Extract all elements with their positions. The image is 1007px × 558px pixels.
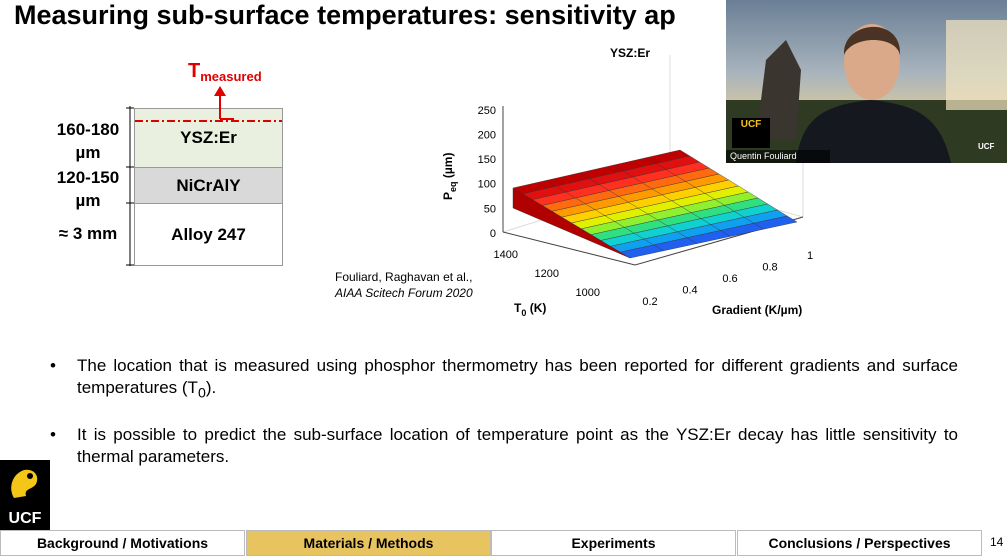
citation-venue: AIAA Scitech Forum 2020 [335, 286, 473, 300]
z-label-unit: (µm) [441, 153, 455, 182]
z-label-main: P [441, 192, 455, 200]
logo-text: UCF [8, 510, 42, 527]
layer: Alloy 247 [134, 203, 283, 266]
z-tick-label: 150 [478, 154, 496, 166]
page-number: 14 [990, 535, 1004, 549]
video-badge: UCF [732, 118, 770, 148]
citation: Fouliard, Raghavan et al., AIAA Scitech … [335, 269, 473, 301]
t-tick-label: 1400 [494, 249, 518, 261]
nav-tab[interactable]: Background / Motivations [0, 530, 245, 556]
marker-sub: measured [200, 69, 262, 85]
g-axis-label: Gradient (K/µm) [712, 303, 802, 317]
z-tick-label: 0 [490, 228, 496, 240]
t-tick-label: 1200 [535, 268, 559, 280]
nav-tab[interactable]: Conclusions / Perspectives [737, 530, 982, 556]
layer-thickness: ≈ 3 mm [58, 224, 118, 243]
bullet-tail: ). [205, 378, 217, 397]
g-tick-label: 0.2 [642, 296, 657, 308]
bullet-text: The location that is measured using phos… [77, 356, 958, 397]
surface-grid [646, 157, 764, 230]
t-axis-label: T0 (K) [514, 301, 546, 318]
diagram-lines [126, 86, 282, 266]
t-label-main: T [514, 301, 522, 315]
slide-title: Measuring sub-surface temperatures: sens… [14, 0, 676, 30]
bullet: • The location that is measured using pho… [50, 356, 958, 402]
marker-main: T [188, 60, 201, 82]
t-label-unit: (K) [526, 301, 546, 315]
video-corner: UCF [978, 142, 995, 151]
z-tick-label: 100 [478, 179, 496, 191]
surface-grid [613, 165, 731, 237]
video-feed: UCF Quentin Fouliard UCF [726, 0, 1007, 163]
g-tick-label: 0.4 [682, 284, 697, 296]
layer-thickness: 160-180 µm [56, 120, 120, 162]
z-tick-label: 250 [478, 105, 496, 117]
z-axis-label: Peq (µm) [441, 153, 458, 200]
bullet-sub: 0 [197, 385, 206, 402]
plot-title: YSZ:Er [610, 46, 650, 60]
z-tick-label: 200 [478, 130, 496, 142]
surface-plot: YSZ:Er Peq (µm) T0 (K) Gradient (K/µm) 2… [441, 46, 813, 318]
surface-grid [546, 180, 664, 251]
t-tick-label: 1000 [576, 287, 600, 299]
video-name: Quentin Fouliard [726, 150, 830, 163]
t-label-sub: 0 [521, 308, 526, 318]
g-tick-label: 1 [807, 250, 813, 262]
layer-thickness: 120-150 µm [56, 168, 120, 210]
g-tick-label: 0.6 [722, 273, 737, 285]
citation-authors: Fouliard, Raghavan et al., [335, 270, 473, 284]
marker-label: Tmeasured [188, 60, 262, 84]
logo-icon [11, 469, 38, 498]
nav-tab[interactable]: Materials / Methods [246, 530, 491, 556]
surface-grid [579, 172, 697, 244]
g-tick-label: 0.8 [762, 261, 777, 273]
bullet: • It is possible to predict the sub-surfa… [50, 425, 958, 466]
z-tick-label: 50 [484, 203, 496, 215]
bullet-text: It is possible to predict the sub-surfac… [77, 425, 958, 466]
logo: UCF [0, 460, 50, 530]
nav-tab[interactable]: Experiments [491, 530, 736, 556]
z-label-sub: eq [448, 181, 458, 192]
layer: NiCrAlY [134, 167, 283, 204]
surface-edge [512, 187, 631, 259]
